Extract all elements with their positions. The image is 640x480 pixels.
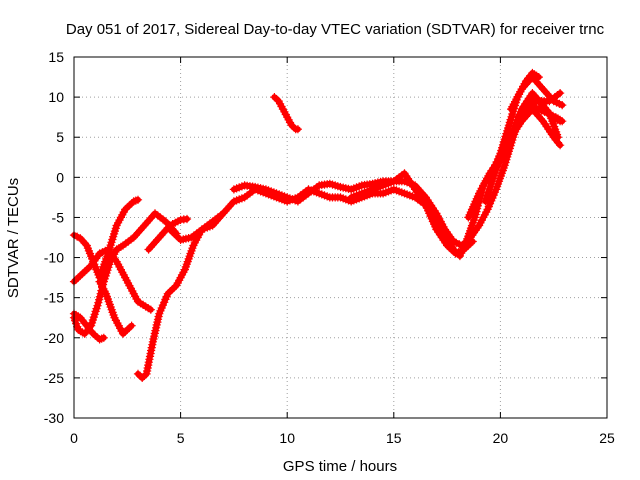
- y-tick-label: -20: [44, 330, 64, 346]
- y-tick-label: 5: [56, 129, 64, 145]
- series-markers: [513, 89, 565, 122]
- y-tick-label: 0: [56, 169, 64, 185]
- y-axis-label: SDTVAR / TECUs: [5, 178, 22, 298]
- data-series: [69, 68, 567, 382]
- x-axis-label: GPS time / hours: [283, 458, 397, 475]
- y-tick-label: -10: [44, 250, 64, 266]
- y-tick-label: -5: [52, 209, 65, 225]
- x-tick-label: 20: [493, 430, 509, 446]
- y-tick-label: -30: [44, 410, 64, 426]
- series-track-16: [270, 93, 302, 134]
- series-markers: [507, 105, 565, 150]
- grid: [74, 57, 607, 418]
- series-track-13: [507, 73, 567, 114]
- x-tick-label: 5: [177, 430, 185, 446]
- series-markers: [507, 73, 567, 114]
- x-tick-label: 15: [386, 430, 402, 446]
- chart-title: Day 051 of 2017, Sidereal Day-to-day VTE…: [66, 21, 605, 38]
- series-track-5: [95, 277, 136, 338]
- series-track-3: [69, 209, 181, 338]
- series-track-4: [69, 309, 108, 344]
- y-tick-label: 10: [48, 89, 64, 105]
- x-tick-label: 25: [599, 430, 615, 446]
- series-markers: [270, 93, 302, 134]
- axis-ticks: 0 5 10 15 20 25 -30 -25 -20 -15 -10 -5 0 5 10 15: [44, 49, 615, 446]
- series-track-15: [507, 105, 565, 150]
- series-track-14: [513, 89, 565, 122]
- x-tick-label: 10: [279, 430, 295, 446]
- y-tick-label: -25: [44, 370, 64, 386]
- series-markers: [95, 277, 136, 338]
- x-tick-label: 0: [70, 430, 78, 446]
- y-tick-label: -15: [44, 290, 64, 306]
- y-tick-label: 15: [48, 49, 64, 65]
- plot-frame: [73, 56, 608, 419]
